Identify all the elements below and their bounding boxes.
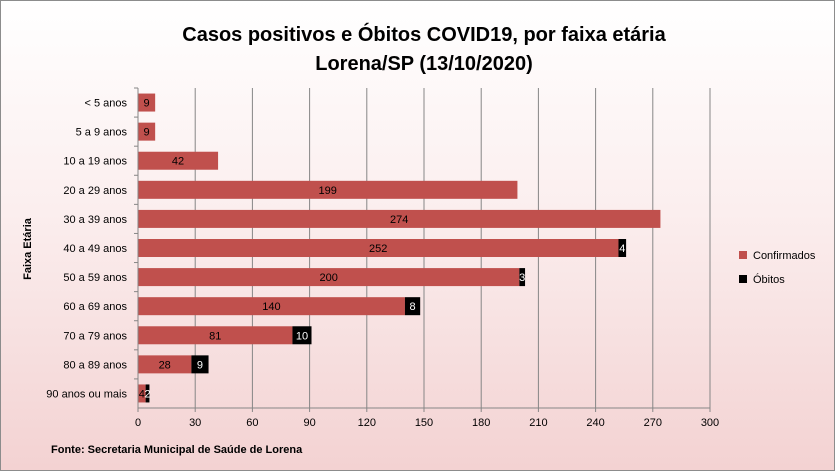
x-tick-label: 210: [529, 417, 547, 429]
x-tick-label: 270: [644, 417, 662, 429]
x-tick-label: 180: [472, 417, 490, 429]
chart-title-line-1: Casos positivos e Óbitos COVID19, por fa…: [182, 22, 666, 46]
bar-confirmados: [138, 180, 518, 199]
data-label-obitos: 3: [519, 272, 525, 284]
bar-confirmados: [138, 297, 405, 316]
y-axis: < 5 anos 5 a 9 anos 10 a 19 anos 20 a 29 an…: [46, 87, 139, 408]
y-tick-label: 60 a 69 anos: [63, 301, 127, 313]
bar-obitos: [404, 297, 421, 316]
data-label-obitos: 9: [197, 359, 203, 371]
data-label-confirmados: 140: [262, 301, 280, 313]
y-tick-label: 10 a 19 anos: [63, 156, 127, 168]
y-tick-label: 5 a 9 anos: [76, 127, 128, 139]
bar-obitos: [292, 326, 312, 345]
y-tick-label: 30 a 39 anos: [63, 214, 127, 226]
data-label-obitos: 2: [144, 388, 150, 400]
y-tick-label: 20 a 29 anos: [63, 185, 127, 197]
x-tick-label: 240: [586, 417, 604, 429]
source-note: Fonte: Secretaria Municipal de Saúde de …: [51, 444, 303, 456]
x-tick-label: 0: [135, 417, 141, 429]
bar-confirmados: [138, 268, 520, 287]
x-tick-label: 90: [303, 417, 315, 429]
data-label-confirmados: 9: [144, 127, 150, 139]
bar-confirmados: [138, 326, 293, 345]
bar-confirmados: [138, 93, 156, 112]
x-tick-label: 150: [415, 417, 433, 429]
bar-obitos: [145, 384, 150, 403]
legend: Confirmados Óbitos: [739, 250, 816, 286]
x-tick-label: 300: [701, 417, 719, 429]
data-label-obitos: 10: [296, 330, 308, 342]
y-tick-label: < 5 anos: [84, 98, 127, 110]
bar-obitos: [618, 239, 627, 257]
y-tick-label: 80 a 89 anos: [63, 359, 127, 371]
data-label-confirmados: 199: [319, 185, 337, 197]
bar-obitos: [519, 268, 526, 287]
data-label-obitos: 4: [619, 243, 625, 255]
data-label-obitos: 8: [409, 301, 415, 313]
legend-label: Confirmados: [753, 250, 816, 262]
legend-swatch: [739, 275, 747, 283]
y-tick-label: 70 a 79 anos: [63, 330, 127, 342]
x-axis: 0 30 60 90 120 150 180 210 240 270 300: [135, 407, 719, 429]
legend-swatch: [739, 251, 747, 259]
x-tick-label: 60: [246, 417, 258, 429]
bar-obitos: [191, 355, 209, 374]
bars: [138, 93, 661, 403]
data-label-confirmados: 28: [159, 359, 171, 371]
data-label-confirmados: 9: [144, 98, 150, 110]
bar-confirmados: [138, 209, 661, 228]
bar-confirmados: [138, 122, 156, 141]
data-label-confirmados: 274: [390, 214, 408, 226]
x-tick-label: 30: [189, 417, 201, 429]
y-axis-title: Faixa Etária: [22, 217, 34, 280]
legend-label: Óbitos: [753, 273, 785, 286]
data-label-confirmados: 4: [139, 388, 145, 400]
bar-confirmados: [138, 355, 192, 374]
bar-confirmados: [138, 239, 619, 257]
data-label-confirmados: 42: [172, 156, 184, 168]
chart-title-line-2: Lorena/SP (13/10/2020): [315, 53, 533, 75]
x-tick-label: 120: [358, 417, 376, 429]
y-tick-label: 50 a 59 anos: [63, 272, 127, 284]
data-label-confirmados: 252: [369, 243, 387, 255]
bar-confirmados: [138, 151, 219, 170]
data-label-confirmados: 81: [209, 330, 221, 342]
y-tick-label: 90 anos ou mais: [46, 388, 127, 400]
bar-confirmados: [138, 384, 146, 403]
y-tick-label: 40 a 49 anos: [63, 243, 127, 255]
data-label-confirmados: 200: [319, 272, 337, 284]
